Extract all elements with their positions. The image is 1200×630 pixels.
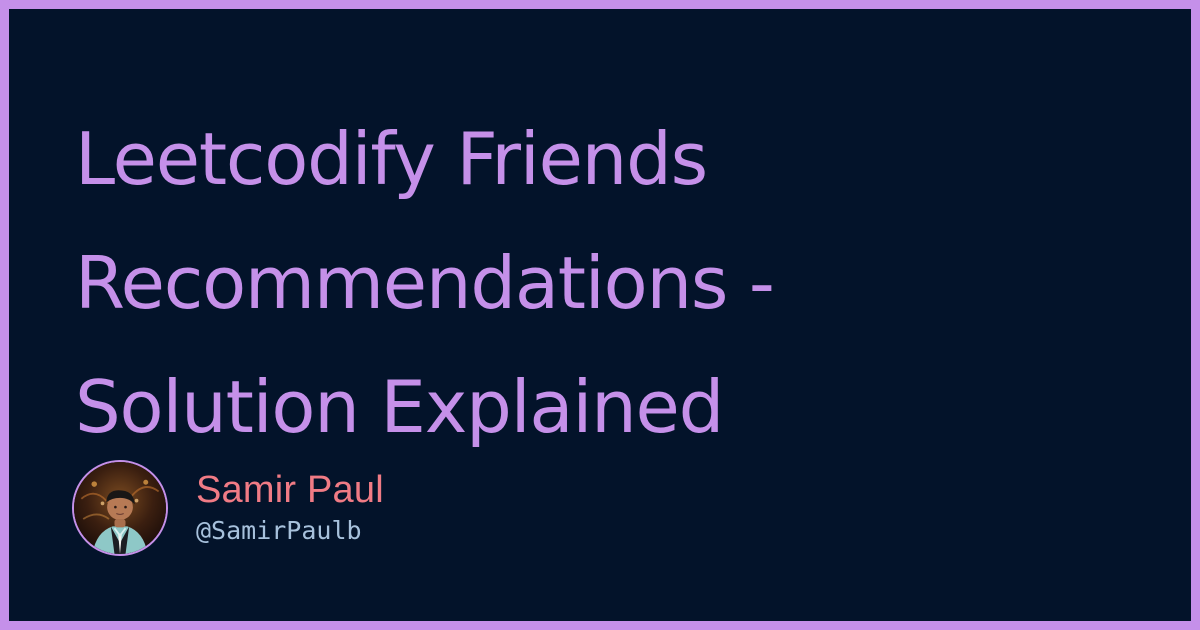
- title-line: Leetcodify Friends: [75, 117, 708, 201]
- author-handle: @SamirPaulb: [196, 515, 362, 545]
- page-title: Leetcodify Friends Recommendations - Sol…: [75, 97, 1155, 469]
- title-line: Solution Explained: [75, 365, 724, 449]
- avatar: [72, 460, 168, 556]
- title-line: Recommendations -: [75, 241, 775, 325]
- author-name: Samir Paul: [196, 468, 384, 511]
- author-block: Samir Paul @SamirPaulb: [72, 458, 384, 558]
- author-text: Samir Paul @SamirPaulb: [196, 468, 384, 549]
- avatar-image: [74, 462, 166, 554]
